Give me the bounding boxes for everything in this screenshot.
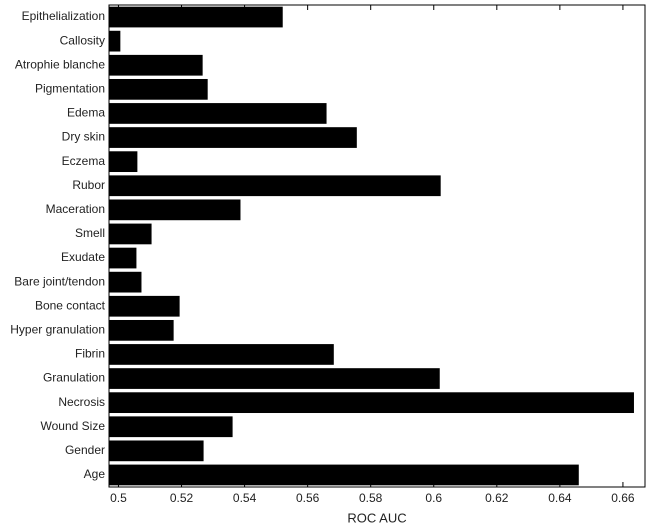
bar: [109, 464, 579, 486]
bar: [109, 199, 241, 221]
y-tick-label: Age: [84, 467, 106, 481]
x-tick-label: 0.58: [359, 491, 383, 505]
bar: [109, 54, 203, 76]
bar: [109, 319, 174, 341]
bar: [109, 151, 138, 173]
y-tick-label: Hyper granulation: [10, 323, 105, 337]
bar: [109, 175, 441, 197]
y-tick-label: Rubor: [72, 178, 105, 192]
y-tick-label: Gender: [65, 443, 105, 457]
bar: [109, 103, 327, 124]
y-tick-label: Bare joint/tendon: [14, 274, 105, 288]
y-tick-label: Atrophie blanche: [15, 57, 105, 71]
y-tick-label: Granulation: [43, 371, 105, 385]
y-tick-label: Bone contact: [35, 298, 106, 312]
y-tick-label: Eczema: [62, 154, 106, 168]
y-tick-label: Maceration: [46, 202, 105, 216]
bar: [109, 440, 204, 462]
plot-frame: [108, 4, 646, 488]
x-tick-label: 0.64: [548, 491, 572, 505]
bar: [109, 223, 152, 245]
bar: [109, 295, 180, 317]
bar: [109, 30, 121, 52]
bar: [109, 368, 440, 389]
y-tick-label: Exudate: [61, 250, 105, 264]
bar: [109, 392, 634, 414]
x-tick-label: 0.66: [611, 491, 635, 505]
x-tick-label: 0.5: [110, 491, 127, 505]
y-tick-label: Dry skin: [62, 130, 105, 144]
y-tick-label: Fibrin: [75, 347, 105, 361]
x-tick-label: 0.54: [233, 491, 257, 505]
y-tick-label: Smell: [75, 226, 105, 240]
bar: [109, 127, 357, 148]
x-axis-label: ROC AUC: [347, 510, 406, 525]
y-tick-label: Pigmentation: [35, 82, 105, 96]
bar: [109, 78, 208, 100]
x-tick-label: 0.6: [425, 491, 442, 505]
y-tick-label: Edema: [67, 106, 105, 120]
y-tick-label: Callosity: [60, 33, 105, 47]
y-tick-label: Epithelialization: [22, 9, 105, 23]
y-tick-label: Wound Size: [41, 419, 106, 433]
bar: [109, 344, 334, 365]
bar: [109, 247, 137, 269]
bar: [109, 416, 233, 438]
x-tick-label: 0.62: [485, 491, 509, 505]
x-tick-label: 0.52: [170, 491, 194, 505]
bar: [109, 271, 142, 293]
y-tick-label: Necrosis: [58, 395, 105, 409]
x-tick-label: 0.56: [296, 491, 320, 505]
bar: [109, 6, 283, 28]
